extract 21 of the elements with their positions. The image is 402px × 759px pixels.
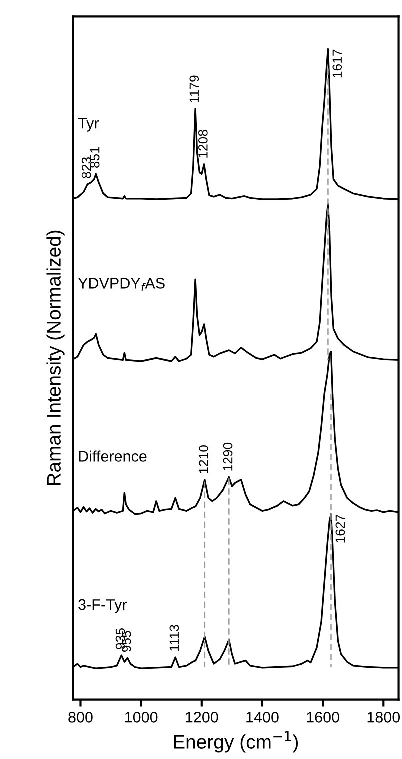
x-tick-label: 1400	[246, 712, 279, 723]
annotation: 1113	[170, 625, 180, 651]
annotation: 1208	[198, 130, 208, 158]
x-tick-label: 1600	[307, 712, 340, 723]
y-axis-title: Raman Intensity (Normalized)	[46, 230, 65, 486]
text: 3-F-Tyr	[78, 599, 128, 614]
text: Difference	[79, 450, 147, 462]
x-tick-label: 800	[68, 712, 93, 723]
annotation: 1617	[332, 50, 342, 78]
annotation: 851	[90, 147, 100, 168]
x-tick-label: 1200	[186, 712, 218, 723]
x-axis-title: Energy (cm$^{−1}$)	[174, 731, 298, 753]
annotation: 1179	[190, 76, 200, 103]
annotation: 1290	[223, 442, 233, 471]
text: Tyr	[78, 118, 100, 132]
annotation: 1210	[199, 446, 208, 474]
series-label: YDVPDY$_{f}$AS	[78, 278, 165, 292]
x-tick-label: 1800	[368, 712, 400, 723]
annotation: 823	[82, 158, 92, 178]
x-tick-label: 1000	[125, 712, 158, 723]
annotation: 1627	[336, 515, 346, 543]
